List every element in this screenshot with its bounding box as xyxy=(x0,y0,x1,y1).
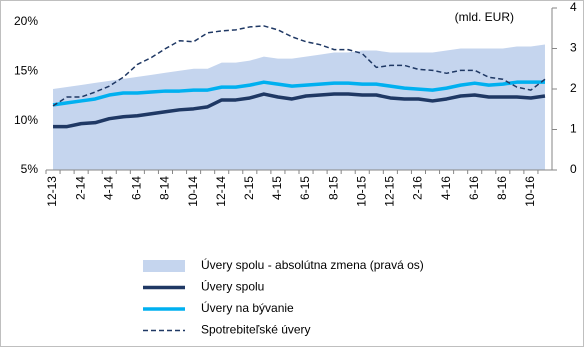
x-tick-label: 6-14 xyxy=(130,176,144,200)
line xyxy=(53,92,546,129)
x-tick-label: 8-14 xyxy=(158,176,172,200)
x-tick-label: 6-15 xyxy=(298,176,312,200)
y-tick-label: 15% xyxy=(14,64,38,78)
legend-label: Spotrebiteľské úvery xyxy=(201,323,311,337)
legend-label: Úvery na bývanie xyxy=(201,300,294,315)
y2-tick-label: 1 xyxy=(570,122,577,136)
annotation: (mld. EUR) xyxy=(455,10,514,24)
area xyxy=(53,44,545,171)
legend-label: Úvery spolu - absolútna zmena (pravá os) xyxy=(201,257,424,272)
x-tick-label: 2-15 xyxy=(242,176,256,200)
y-tick-label: 20% xyxy=(14,14,38,28)
y-tick-label: 5% xyxy=(21,162,39,176)
x-tick-label: 4-14 xyxy=(101,176,115,200)
legend-swatch xyxy=(143,260,185,272)
y2-tick-label: 2 xyxy=(570,81,577,95)
y-tick-label: 10% xyxy=(14,113,38,127)
x-tick-label: 12-14 xyxy=(214,176,228,207)
x-tick-label: 4-15 xyxy=(270,176,284,200)
x-tick-label: 10-16 xyxy=(523,176,537,207)
x-tick-label: 12-15 xyxy=(383,176,397,207)
y2-tick-label: 4 xyxy=(570,0,577,14)
line xyxy=(52,80,545,107)
y2-tick-label: 3 xyxy=(570,41,577,55)
x-tick-label: 10-14 xyxy=(186,176,200,207)
x-tick-label: 2-16 xyxy=(411,176,425,200)
legend-label: Úvery spolu xyxy=(201,279,264,294)
x-tick-label: 8-15 xyxy=(326,176,340,200)
x-tick-label: 10-15 xyxy=(354,176,368,207)
x-tick-label: 8-16 xyxy=(495,176,509,200)
x-tick-label: 2-14 xyxy=(73,176,87,200)
x-tick-label: 6-16 xyxy=(467,176,481,200)
x-tick-label: 4-16 xyxy=(439,176,453,200)
line xyxy=(52,25,546,107)
x-tick-label: 12-13 xyxy=(45,176,59,207)
y2-tick-label: 0 xyxy=(570,162,577,176)
